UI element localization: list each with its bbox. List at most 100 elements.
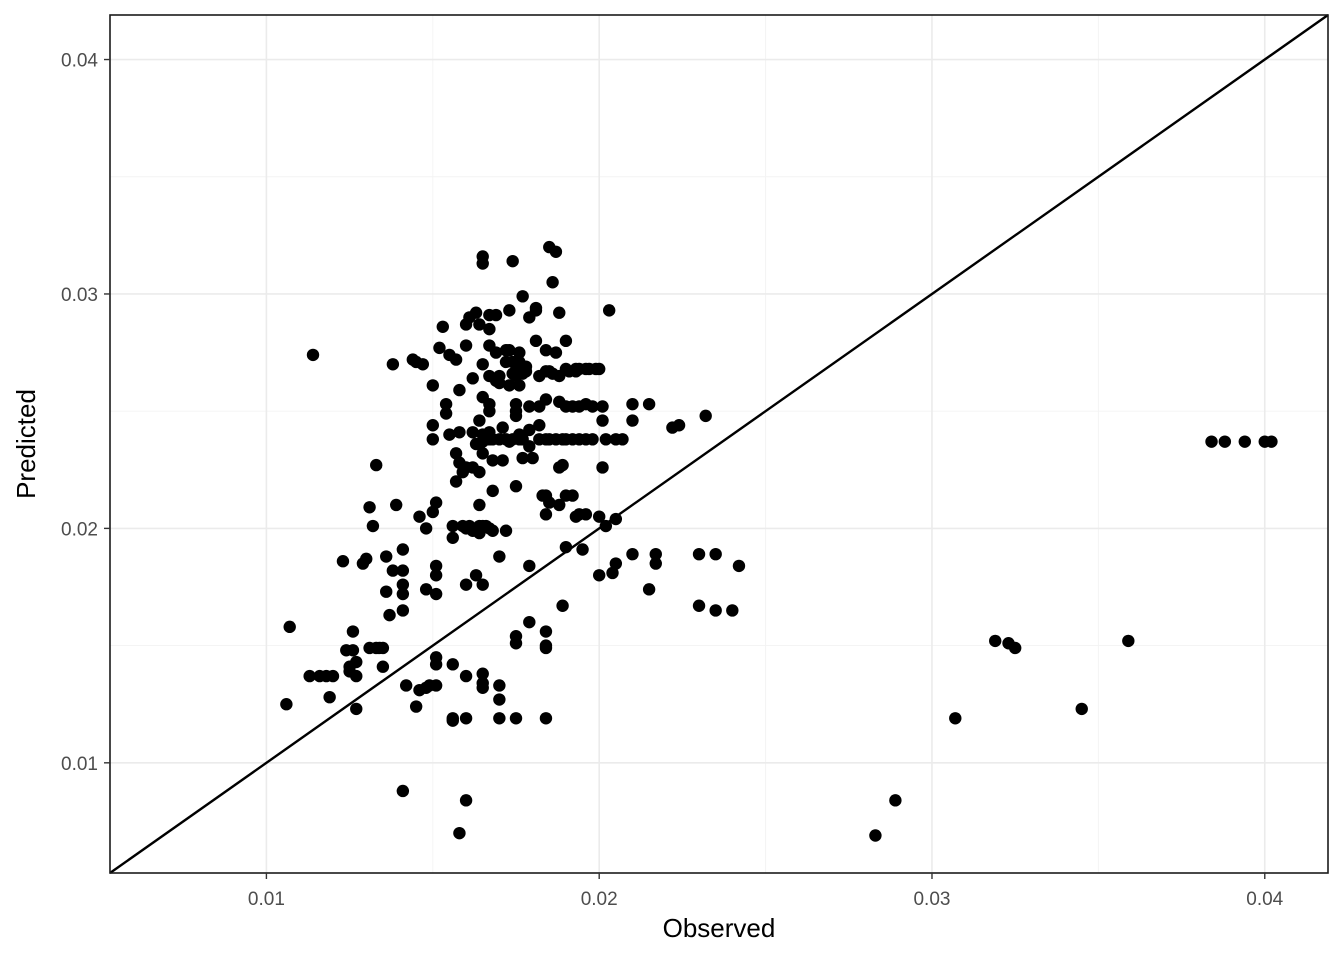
data-point xyxy=(493,376,506,390)
data-point xyxy=(449,475,463,488)
data-point xyxy=(429,569,443,582)
data-point xyxy=(383,608,396,622)
data-point xyxy=(449,353,463,366)
data-point xyxy=(453,826,466,840)
data-point xyxy=(556,599,569,612)
data-point xyxy=(592,362,606,376)
data-point xyxy=(486,524,499,537)
data-point xyxy=(599,433,613,446)
data-point xyxy=(559,540,573,554)
data-point xyxy=(523,423,536,437)
data-point xyxy=(466,426,479,439)
data-point xyxy=(486,454,499,467)
data-point xyxy=(493,693,506,706)
data-point xyxy=(429,679,443,692)
data-point xyxy=(466,372,479,385)
data-point xyxy=(429,587,443,601)
data-point xyxy=(476,447,489,460)
data-point xyxy=(429,496,443,509)
data-point xyxy=(306,348,320,362)
data-point xyxy=(469,569,483,582)
data-point xyxy=(516,290,529,303)
data-point xyxy=(1265,435,1278,448)
data-point xyxy=(396,543,410,556)
data-point xyxy=(493,550,506,563)
data-point xyxy=(396,604,410,617)
data-point xyxy=(889,794,902,807)
data-point xyxy=(553,306,566,319)
data-point xyxy=(483,322,496,336)
data-point xyxy=(433,341,446,355)
y-tick-label: 0.03 xyxy=(61,285,98,306)
data-point xyxy=(366,519,380,533)
data-point xyxy=(446,714,459,727)
data-point xyxy=(596,400,609,413)
data-point xyxy=(626,414,639,427)
data-point xyxy=(469,306,483,319)
x-axis-title: Observed xyxy=(663,913,776,943)
data-point xyxy=(459,578,473,591)
data-point xyxy=(396,784,410,798)
data-point xyxy=(699,409,712,423)
identity-line-group xyxy=(109,14,1329,874)
data-point xyxy=(426,505,440,519)
data-point xyxy=(692,599,706,612)
data-point xyxy=(473,498,486,512)
data-point xyxy=(523,400,536,413)
data-point xyxy=(1075,702,1088,716)
data-point xyxy=(553,498,566,512)
data-point xyxy=(489,346,503,359)
data-point xyxy=(989,634,1002,648)
data-point xyxy=(426,433,440,446)
data-point xyxy=(503,379,516,392)
data-point xyxy=(539,625,553,638)
data-point xyxy=(476,578,489,591)
data-point xyxy=(473,414,486,427)
data-point xyxy=(459,669,473,683)
data-point xyxy=(363,501,376,514)
data-point xyxy=(1008,641,1022,655)
y-tick-label: 0.01 xyxy=(61,754,98,775)
data-point xyxy=(642,397,656,411)
data-point xyxy=(370,458,383,472)
data-point xyxy=(496,421,509,434)
data-point xyxy=(519,365,533,378)
x-axis-ticks: 0.01 0.02 0.03 0.04 xyxy=(248,873,1284,910)
data-point xyxy=(509,409,523,423)
data-point xyxy=(396,578,410,591)
data-point xyxy=(586,433,599,446)
data-point xyxy=(476,667,489,680)
data-point xyxy=(396,587,410,601)
data-point xyxy=(546,276,559,289)
data-point xyxy=(376,641,390,655)
data-point xyxy=(496,454,509,467)
identity-line xyxy=(109,14,1329,874)
data-point xyxy=(529,334,543,348)
data-point xyxy=(609,557,623,570)
data-point xyxy=(529,304,543,317)
data-point xyxy=(483,397,496,411)
data-point xyxy=(303,669,316,683)
data-point xyxy=(473,318,486,331)
data-point xyxy=(453,383,466,397)
data-point xyxy=(386,564,400,577)
x-tick-label: 0.04 xyxy=(1246,889,1283,910)
data-point xyxy=(493,712,506,725)
data-point xyxy=(526,451,539,465)
data-point xyxy=(549,346,563,359)
data-point xyxy=(346,644,360,657)
data-point xyxy=(509,637,523,650)
data-point xyxy=(523,615,536,629)
data-point xyxy=(439,407,453,420)
data-point xyxy=(459,794,473,807)
data-point xyxy=(596,414,609,427)
data-point xyxy=(439,397,453,411)
data-point xyxy=(602,304,616,317)
data-point xyxy=(566,489,579,502)
data-point xyxy=(609,512,623,526)
data-point xyxy=(399,679,413,692)
data-point xyxy=(672,419,686,432)
data-point xyxy=(326,669,340,683)
data-point xyxy=(446,658,459,671)
